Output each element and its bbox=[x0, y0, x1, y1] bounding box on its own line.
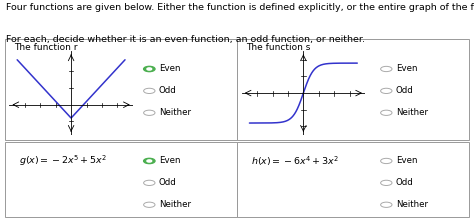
Text: Even: Even bbox=[396, 156, 417, 166]
Text: Odd: Odd bbox=[396, 178, 413, 187]
Text: $h\left(x\right) = -6x^4 + 3x^2$: $h\left(x\right) = -6x^4 + 3x^2$ bbox=[251, 154, 339, 168]
Text: Odd: Odd bbox=[159, 178, 176, 187]
Text: Neither: Neither bbox=[159, 108, 191, 117]
Text: Neither: Neither bbox=[396, 108, 428, 117]
Text: The function s: The function s bbox=[246, 43, 311, 52]
Text: Neither: Neither bbox=[396, 200, 428, 209]
Text: Even: Even bbox=[159, 64, 180, 74]
Text: Odd: Odd bbox=[396, 86, 413, 95]
Text: $g\left(x\right) = -2x^5 + 5x^2$: $g\left(x\right) = -2x^5 + 5x^2$ bbox=[19, 154, 107, 168]
Text: Four functions are given below. Either the function is defined explicitly, or th: Four functions are given below. Either t… bbox=[6, 3, 474, 12]
Text: For each, decide whether it is an even function, an odd function, or neither.: For each, decide whether it is an even f… bbox=[6, 35, 365, 44]
Text: Even: Even bbox=[159, 156, 180, 166]
Text: The function r: The function r bbox=[14, 43, 78, 52]
Text: Neither: Neither bbox=[159, 200, 191, 209]
Text: Odd: Odd bbox=[159, 86, 176, 95]
Text: Even: Even bbox=[396, 64, 417, 74]
